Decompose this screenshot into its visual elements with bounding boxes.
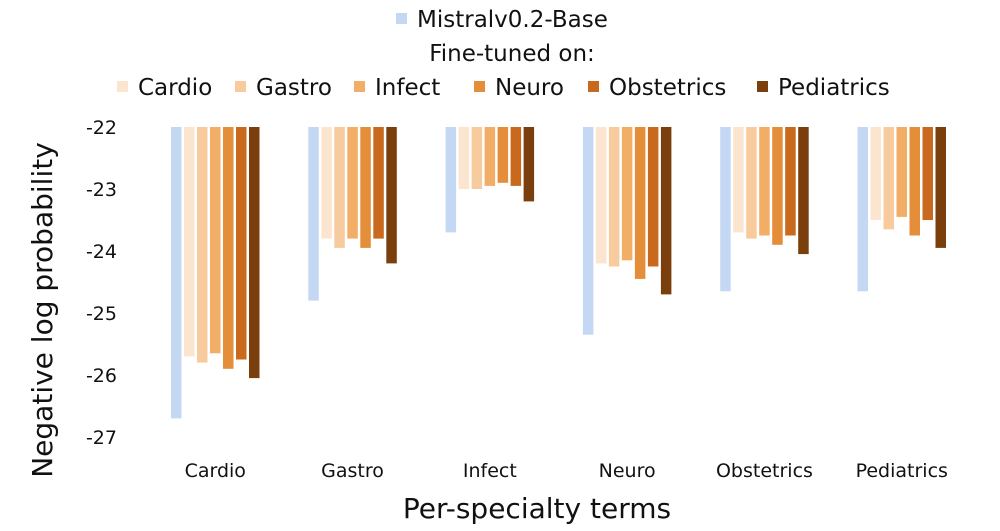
bar-mistralv0-2-base-infect <box>445 127 457 233</box>
bar-infect-cardio <box>210 127 221 354</box>
y-tick-label: -22 <box>86 117 117 139</box>
y-axis-title: Negative log probability <box>26 142 59 478</box>
bar-cardio-neuro <box>595 127 607 264</box>
bar-mistralv0-2-base-gastro <box>308 127 319 301</box>
x-axis: Cardio Gastro Infect Neuro Obstetrics Pediatr… <box>185 460 948 482</box>
bar-group-pediatrics <box>857 127 946 292</box>
bar-mistralv0-2-base-neuro <box>582 127 594 335</box>
bar-obstetrics-cardio <box>236 127 247 360</box>
legend-swatch <box>235 81 246 92</box>
bar-gastro-obstetrics <box>746 127 757 239</box>
legend-swatch <box>588 81 599 92</box>
bar-gastro-gastro <box>334 127 345 248</box>
legend-header: Fine-tuned on: <box>429 41 595 67</box>
bar-neuro-infect <box>497 127 509 183</box>
legend-swatch <box>396 13 407 24</box>
legend-swatch <box>117 81 128 92</box>
bar-group-neuro <box>582 127 672 335</box>
legend-label: Obstetrics <box>609 75 726 101</box>
bar-neuro-obstetrics <box>772 127 783 245</box>
bar-cardio-pediatrics <box>870 127 881 220</box>
bar-pediatrics-cardio <box>249 127 260 379</box>
legend-label: Cardio <box>138 75 212 101</box>
x-tick-label: Gastro <box>321 460 384 482</box>
bar-neuro-cardio <box>223 127 234 369</box>
bar-pediatrics-obstetrics <box>798 127 809 255</box>
x-tick-label: Neuro <box>599 460 656 482</box>
legend-item-infect: Infect <box>354 75 440 101</box>
legend-item-neuro: Neuro <box>474 75 564 101</box>
bars <box>171 127 946 419</box>
legend-label: Neuro <box>495 75 564 101</box>
bar-cardio-obstetrics <box>733 127 744 233</box>
x-tick-label: Cardio <box>185 460 246 482</box>
bar-mistralv0-2-base-cardio <box>171 127 182 419</box>
bar-infect-pediatrics <box>896 127 907 217</box>
bar-cardio-cardio <box>184 127 195 357</box>
y-tick-label: -26 <box>86 365 117 387</box>
y-axis: -22 -23 -24 -25 -26 -27 <box>86 117 117 449</box>
bar-obstetrics-gastro <box>373 127 384 239</box>
bar-obstetrics-obstetrics <box>785 127 796 236</box>
legend-item-gastro: Gastro <box>235 75 332 101</box>
legend-swatch <box>354 81 365 92</box>
bar-infect-infect <box>484 127 496 186</box>
bar-gastro-infect <box>471 127 483 189</box>
bar-gastro-neuro <box>608 127 620 267</box>
x-tick-label: Pediatrics <box>856 460 948 482</box>
bar-gastro-pediatrics <box>883 127 894 230</box>
bar-neuro-neuro <box>634 127 646 279</box>
bar-neuro-gastro <box>360 127 371 248</box>
legend-label: Mistralv0.2-Base <box>417 7 608 33</box>
bar-pediatrics-gastro <box>386 127 397 264</box>
legend-swatch <box>474 81 485 92</box>
legend-label: Pediatrics <box>778 75 890 101</box>
legend-swatch <box>757 81 768 92</box>
y-tick-label: -23 <box>86 179 117 201</box>
x-axis-title: Per-specialty terms <box>403 492 671 525</box>
bar-group-gastro <box>308 127 397 301</box>
bar-group-obstetrics <box>720 127 809 292</box>
legend-item-cardio: Cardio <box>117 75 212 101</box>
bar-pediatrics-neuro <box>660 127 672 295</box>
x-tick-label: Infect <box>463 460 517 482</box>
legend-item-obstetrics: Obstetrics <box>588 75 726 101</box>
bar-obstetrics-neuro <box>647 127 659 267</box>
bar-infect-gastro <box>347 127 358 239</box>
bar-neuro-pediatrics <box>909 127 920 236</box>
bar-cardio-infect <box>458 127 470 189</box>
legend-label: Gastro <box>256 75 332 101</box>
bar-mistralv0-2-base-pediatrics <box>857 127 868 292</box>
bar-cardio-gastro <box>321 127 332 239</box>
bar-group-infect <box>445 127 535 233</box>
bar-mistralv0-2-base-obstetrics <box>720 127 731 292</box>
y-tick-label: -24 <box>86 241 117 263</box>
y-tick-label: -27 <box>86 427 117 449</box>
legend: Fine-tuned on: Mistralv0.2-Base Cardio Gas… <box>117 7 890 101</box>
bar-infect-neuro <box>621 127 633 261</box>
bar-pediatrics-infect <box>523 127 535 202</box>
bar-gastro-cardio <box>197 127 208 363</box>
y-tick-label: -25 <box>86 303 117 325</box>
bar-obstetrics-infect <box>510 127 522 186</box>
bar-group-cardio <box>171 127 260 419</box>
legend-item-pediatrics: Pediatrics <box>757 75 890 101</box>
x-tick-label: Obstetrics <box>716 460 813 482</box>
bar-pediatrics-pediatrics <box>935 127 946 248</box>
legend-item-mistralv0-2-base: Mistralv0.2-Base <box>396 7 608 33</box>
bar-infect-obstetrics <box>759 127 770 236</box>
bar-obstetrics-pediatrics <box>922 127 933 220</box>
legend-label: Infect <box>375 75 440 101</box>
